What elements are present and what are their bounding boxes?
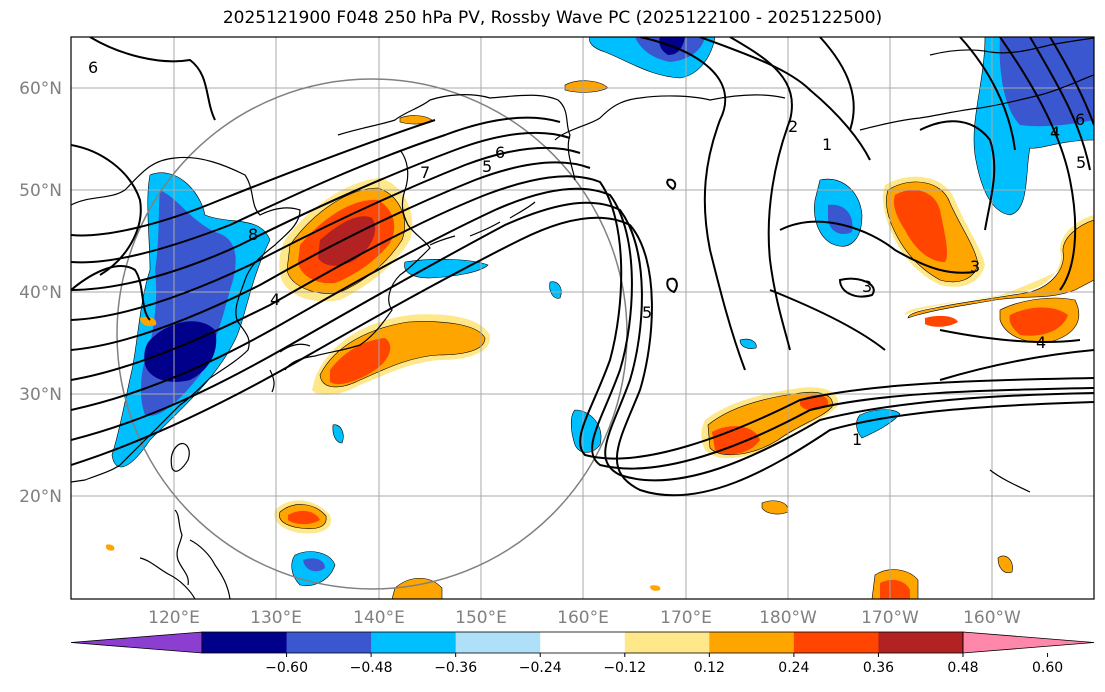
colorbar-fills [70,631,1095,654]
colorbar-tick-label: −0.24 [519,660,562,676]
contour-label: 5 [642,303,652,322]
colorbar-bin [286,632,372,653]
contour-label: 1 [822,135,832,154]
colorbar-tick-label: −0.48 [350,660,393,676]
colorbar-bin [455,632,541,653]
colorbar-bin [793,632,879,653]
contour-label: 3 [970,257,980,276]
colorbar-bin [540,632,626,653]
lon-label: 170°W [861,608,919,628]
reference-circle [116,78,628,590]
colorbar-bin [624,632,710,653]
longitude-labels: 120°E 130°E 140°E 150°E 160°E 170°E 180°… [148,608,1021,628]
contour-label: 6 [1075,110,1085,129]
colorbar: −0.60 −0.48 −0.36 −0.24 −0.12 0.12 0.24 0.36 0.4… [70,631,1095,676]
colorbar-outline [201,631,964,654]
contour-label: 4 [1036,333,1046,352]
lon-label: 160°W [963,608,1021,628]
contour-label: 2 [788,117,798,136]
contour-label: 5 [482,157,492,176]
contour-labels: 6 8 7 5 6 2 1 3 4 5 1 3 6 5 4 4 [88,58,1086,449]
colorbar-extension-high [962,631,1095,654]
colorbar-tick-label: −0.36 [434,660,477,676]
latitude-labels: 60°N 50°N 40°N 30°N 20°N [19,79,62,507]
lat-label: 30°N [19,385,62,405]
contour-label: 4 [1050,123,1060,142]
lon-label: 180°W [759,608,817,628]
map-panel: 6 8 7 5 6 2 1 3 4 5 1 3 6 5 4 4 [71,37,1094,599]
contour-label: 6 [88,58,98,77]
lat-label: 20°N [19,487,62,507]
colorbar-extension-low [70,631,203,654]
lon-label: 150°E [455,608,507,628]
colorbar-tick-label: −0.60 [265,660,308,676]
contour-label: 6 [495,143,505,162]
lon-label: 130°E [250,608,302,628]
lon-label: 170°E [660,608,712,628]
lat-label: 40°N [19,283,62,303]
contour-label: 3 [862,277,872,296]
colorbar-tick-label: −0.12 [603,660,646,676]
colorbar-tick-label: 0.24 [778,660,809,676]
contour-label: 5 [1076,153,1086,172]
map-frame [70,36,1095,600]
lat-label: 50°N [19,181,62,201]
colorbar-tick-label: 0.12 [694,660,725,676]
colorbar-tick-label: 0.48 [947,660,978,676]
colorbar-bin [202,632,288,653]
lat-label: 60°N [19,79,62,99]
lon-label: 140°E [353,608,405,628]
lon-label: 120°E [148,608,200,628]
colorbar-tick-label: 0.36 [863,660,894,676]
coastlines [71,37,1094,599]
contour-label: 4 [270,290,280,309]
colorbar-bin [709,632,795,653]
lon-label: 160°E [557,608,609,628]
colorbar-tick-label: 0.60 [1032,660,1063,676]
contour-label: 1 [852,430,862,449]
colorbar-bin [371,632,457,653]
colorbar-bin [878,632,964,653]
contour-label: 7 [420,163,430,182]
colorbar-ticks: −0.60 −0.48 −0.36 −0.24 −0.12 0.12 0.24 0.36 0.4… [265,653,1063,676]
contour-label: 8 [248,225,258,244]
contours [71,37,1094,497]
negative-pv-anomalies [111,37,1094,586]
map-title: 2025121900 F048 250 hPa PV, Rossby Wave … [222,8,883,28]
